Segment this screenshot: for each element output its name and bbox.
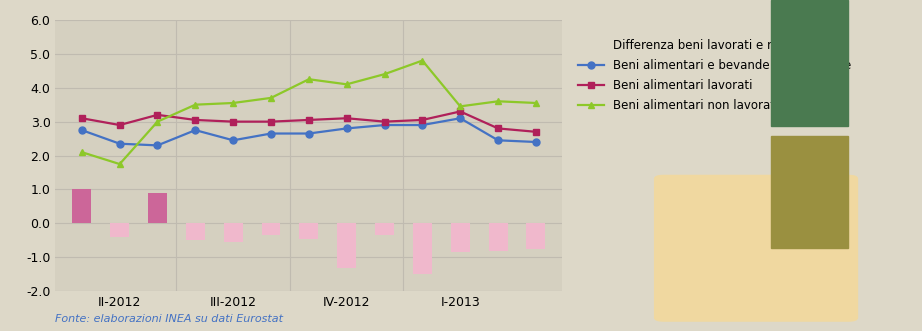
Line: Beni alimentari non lavorati: Beni alimentari non lavorati: [78, 57, 539, 167]
Beni alimentari lavorati: [379, 120, 390, 124]
Line: Beni alimentari lavorati: Beni alimentari lavorati: [78, 108, 539, 135]
Beni alimentari non lavorati: [379, 72, 390, 76]
Beni alimentari non lavorati: [303, 77, 314, 81]
Bar: [186, 223, 205, 240]
Bar: [451, 223, 469, 252]
Beni alimentari e bevande non alcoliche: [114, 142, 125, 146]
Beni alimentari e bevande non alcoliche: [190, 128, 201, 132]
Beni alimentari lavorati: [341, 116, 352, 120]
Beni alimentari e bevande non alcoliche: [266, 131, 277, 135]
Beni alimentari e bevande non alcoliche: [303, 131, 314, 135]
Beni alimentari e bevande non alcoliche: [455, 116, 466, 120]
Beni alimentari non lavorati: [530, 101, 541, 105]
Bar: [111, 223, 129, 237]
Beni alimentari non lavorati: [114, 162, 125, 166]
Beni alimentari e bevande non alcoliche: [379, 123, 390, 127]
Bar: [489, 223, 507, 251]
Bar: [262, 223, 280, 235]
Beni alimentari non lavorati: [77, 150, 88, 154]
Beni alimentari e bevande non alcoliche: [77, 128, 88, 132]
Beni alimentari lavorati: [190, 118, 201, 122]
Line: Beni alimentari e bevande non alcoliche: Beni alimentari e bevande non alcoliche: [78, 115, 539, 149]
Beni alimentari e bevande non alcoliche: [530, 140, 541, 144]
Beni alimentari lavorati: [417, 118, 428, 122]
Beni alimentari lavorati: [114, 123, 125, 127]
Beni alimentari non lavorati: [341, 82, 352, 86]
Beni alimentari lavorati: [152, 113, 163, 117]
Beni alimentari lavorati: [77, 116, 88, 120]
Bar: [300, 223, 318, 239]
Beni alimentari non lavorati: [228, 101, 239, 105]
Bar: [526, 223, 546, 249]
Bar: [337, 223, 356, 267]
Beni alimentari lavorati: [266, 120, 277, 124]
Bar: [224, 223, 242, 242]
Beni alimentari e bevande non alcoliche: [228, 138, 239, 142]
Beni alimentari lavorati: [455, 110, 466, 114]
Beni alimentari lavorati: [530, 130, 541, 134]
Beni alimentari non lavorati: [417, 59, 428, 63]
Beni alimentari e bevande non alcoliche: [417, 123, 428, 127]
Beni alimentari non lavorati: [266, 96, 277, 100]
Beni alimentari lavorati: [492, 126, 503, 130]
Legend: Differenza beni lavorati e non lavorati, Beni alimentari e bevande non alcoliche: Differenza beni lavorati e non lavorati,…: [577, 39, 851, 112]
Bar: [72, 189, 91, 223]
Beni alimentari e bevande non alcoliche: [492, 138, 503, 142]
Bar: [413, 223, 431, 274]
Bar: [148, 193, 167, 223]
Beni alimentari non lavorati: [492, 99, 503, 103]
Beni alimentari lavorati: [303, 118, 314, 122]
Text: Fonte: elaborazioni INEA su dati Eurostat: Fonte: elaborazioni INEA su dati Eurosta…: [55, 314, 283, 324]
Beni alimentari non lavorati: [190, 103, 201, 107]
Beni alimentari e bevande non alcoliche: [341, 126, 352, 130]
Beni alimentari lavorati: [228, 120, 239, 124]
Bar: [375, 223, 394, 235]
Beni alimentari e bevande non alcoliche: [152, 143, 163, 147]
Beni alimentari non lavorati: [455, 104, 466, 108]
Beni alimentari non lavorati: [152, 120, 163, 124]
